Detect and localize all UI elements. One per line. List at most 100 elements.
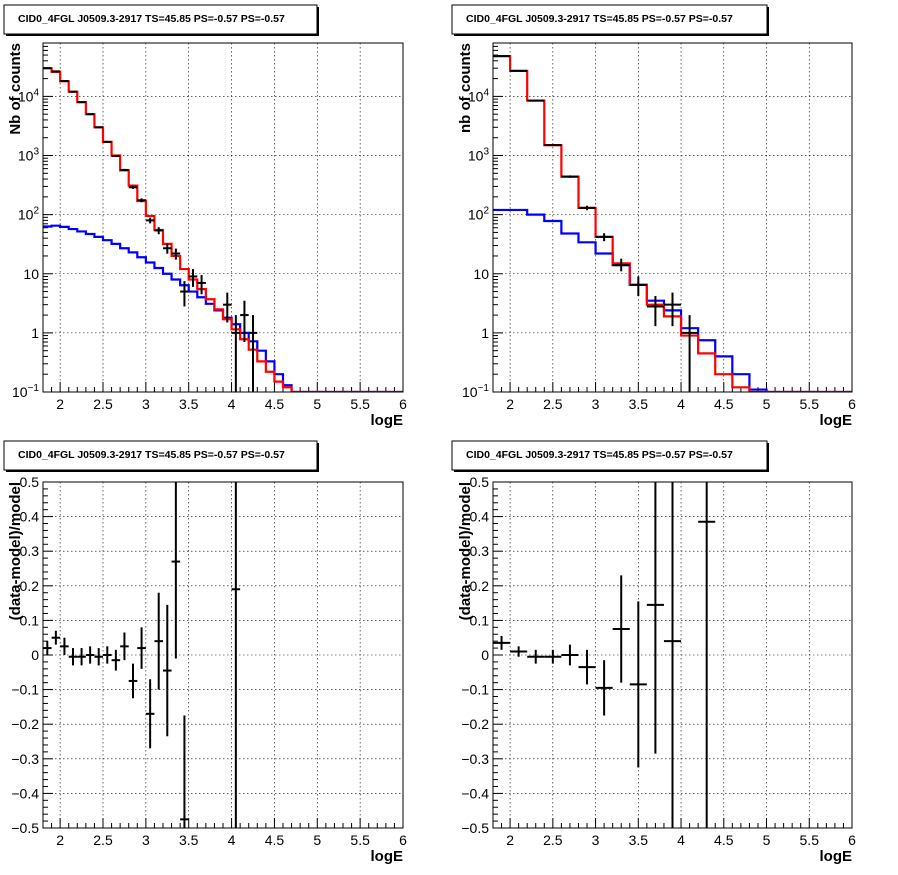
data-point [561,175,579,178]
x-tick-label: 2.5 [543,832,563,848]
data-point [578,205,596,211]
x-tick-label: 4.5 [265,832,285,848]
chart-title-box: CID0_4FGL J0509.3-2917 TS=45.85 PS=-0.57… [3,4,319,36]
chart-title: CID0_4FGL J0509.3-2917 TS=45.85 PS=-0.57… [466,449,733,461]
data-point [544,144,562,147]
data-point [223,292,232,323]
y-tick-label: 10−1 [462,383,489,400]
chart-title: CID0_4FGL J0509.3-2917 TS=45.85 PS=-0.57… [466,13,733,25]
data-point [103,646,112,664]
x-axis-label: logE [820,412,853,429]
y-tick-label: −0.3 [461,751,489,767]
x-tick-label: 5 [763,396,771,412]
grid [43,43,404,393]
y-tick-label: −0.5 [461,820,489,836]
chart-panel-2: CID0_4FGL J0509.3-2917 TS=45.85 PS=-0.57… [451,4,856,429]
histogram-series-line [493,208,852,392]
data-point [231,482,241,828]
data-point [188,269,198,287]
y-tick-label: −0.5 [11,820,39,836]
chart-panel-1: CID0_4FGL J0509.3-2917 TS=45.85 PS=-0.57… [3,4,407,429]
x-tick-label: 3.5 [179,832,199,848]
axis-ticks [492,481,853,829]
x-axis-label: logE [820,848,853,865]
data-point [171,482,181,659]
data-point [94,648,103,666]
data-point [85,113,95,116]
y-tick-label: 0.1 [20,612,40,628]
plot-area [493,482,716,828]
x-tick-label: 3.5 [179,396,199,412]
data-point [197,275,206,295]
x-axis-label: logE [371,412,404,429]
data-point [493,635,511,650]
data-point [646,482,664,754]
chart-title-box: CID0_4FGL J0509.3-2917 TS=45.85 PS=-0.57… [451,440,769,472]
y-tick-label: 1 [31,325,39,341]
data-point [163,243,172,254]
data-point [60,637,69,655]
x-tick-label: 3 [142,832,150,848]
x-tick-label: 3.5 [629,396,649,412]
x-tick-label: 5.5 [350,832,370,848]
data-point [527,99,545,102]
y-tick-label: −0.3 [11,751,39,767]
data-point [77,101,86,104]
x-tick-label: 4.5 [265,396,285,412]
y-tick-label: 1 [481,325,489,341]
y-tick-label: −0.1 [461,682,489,698]
x-tick-label: 6 [399,832,407,848]
data-point [154,227,163,235]
data-point [43,641,52,655]
y-axis-label: Nb of counts [7,43,24,135]
data-point [128,185,138,189]
chart-panel-3: CID0_4FGL J0509.3-2917 TS=45.85 PS=-0.57… [3,440,407,865]
data-point [527,649,545,664]
data-point [510,646,528,657]
data-point [111,155,121,158]
x-tick-label: 2 [56,396,64,412]
data-point [646,296,664,327]
data-point [154,592,163,690]
y-tick-label: 0.4 [470,509,490,525]
data-point [240,300,249,343]
x-tick-label: 2.5 [93,832,113,848]
x-tick-label: 3 [592,396,600,412]
data-point [51,630,61,645]
title-frame [451,4,768,35]
y-tick-label: 102 [468,206,490,223]
x-tick-label: 2 [506,396,514,412]
y-tick-label: 0.4 [20,509,40,525]
x-tick-label: 5.5 [800,396,820,412]
title-frame [451,440,768,471]
data-point [595,233,613,242]
y-tick-label: 0.5 [470,474,490,490]
x-tick-label: 3 [592,832,600,848]
data-point [85,646,95,664]
data-point [681,315,699,392]
data-point [595,660,613,716]
chart-panel-4: CID0_4FGL J0509.3-2917 TS=45.85 PS=-0.57… [451,440,856,865]
chart-title: CID0_4FGL J0509.3-2917 TS=45.85 PS=-0.57… [18,13,285,25]
data-point [163,604,172,737]
x-tick-label: 5.5 [800,832,820,848]
data-point [698,482,716,828]
data-point [171,248,181,260]
x-tick-label: 3 [142,396,150,412]
plot-area [43,482,241,828]
data-point [137,198,146,203]
x-tick-label: 6 [399,396,407,412]
y-tick-label: 10 [473,266,489,282]
x-axis-label: logE [371,848,404,865]
x-tick-label: 4 [677,396,685,412]
data-point [663,292,682,327]
data-point [612,258,630,272]
data-point [231,315,241,392]
data-point [663,482,682,828]
x-tick-label: 6 [848,832,856,848]
y-tick-label: 0.3 [20,543,40,559]
y-tick-label: −0.4 [461,785,489,801]
x-tick-label: 5 [763,832,771,848]
histogram-series-line [493,55,852,392]
data-point [120,632,129,661]
